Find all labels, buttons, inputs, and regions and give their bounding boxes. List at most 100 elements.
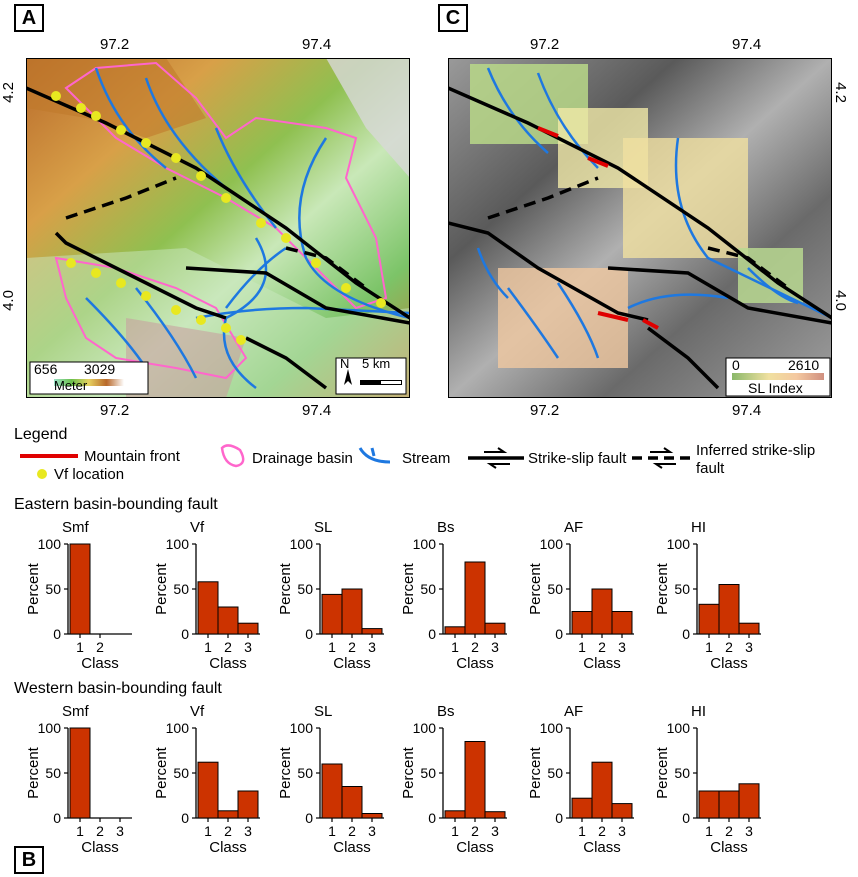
x-tick-label: 2	[471, 823, 479, 839]
x-axis-label: Class	[81, 655, 119, 672]
x-tick-label: 2	[598, 823, 606, 839]
y-tick-label: 100	[38, 720, 62, 736]
y-tick-label: 50	[547, 581, 563, 597]
x-tick-label: 1	[204, 639, 212, 655]
bar	[361, 628, 383, 635]
x-axis-label: Class	[456, 655, 494, 672]
elev-max-label: 3029	[84, 361, 116, 377]
x-tick-label: 3	[244, 639, 252, 655]
bar	[444, 626, 466, 635]
chart-title: HI	[691, 703, 706, 720]
legend-inferred-line1: Inferred strike-slip	[696, 442, 816, 459]
map-c-top-tick-2: 97.4	[732, 36, 762, 53]
y-tick-label: 100	[290, 536, 314, 552]
bar	[591, 588, 613, 635]
chart-title: AF	[564, 519, 583, 536]
y-tick-label: 100	[540, 720, 564, 736]
x-tick-label: 2	[96, 639, 104, 655]
y-tick-label: 0	[53, 626, 61, 642]
x-axis-label: Class	[209, 655, 247, 672]
map-a-top-tick-1: 97.2	[100, 36, 130, 53]
y-tick-label: 0	[305, 626, 313, 642]
north-arrow-label: N	[340, 356, 350, 371]
y-tick-label: 100	[540, 536, 564, 552]
x-tick-label: 1	[328, 639, 336, 655]
drainage-basin-symbol	[220, 444, 245, 468]
bar	[217, 810, 239, 819]
map-c-bottom-tick-2: 97.4	[732, 402, 762, 419]
y-tick-label: 50	[173, 581, 189, 597]
y-tick-label: 100	[166, 536, 190, 552]
x-tick-label: 2	[96, 823, 104, 839]
y-tick-label: 100	[413, 720, 437, 736]
bar	[321, 593, 343, 635]
x-axis-label: Class	[333, 839, 371, 856]
x-tick-label: 1	[705, 639, 713, 655]
map-c-bottom-tick-1: 97.2	[530, 402, 560, 419]
x-tick-label: 1	[76, 639, 84, 655]
bar	[341, 786, 363, 819]
x-tick-label: 3	[244, 823, 252, 839]
x-tick-label: 2	[224, 823, 232, 839]
legend-drainage-basin: Drainage basin	[252, 450, 353, 467]
bar	[444, 810, 466, 819]
x-tick-label: 1	[578, 823, 586, 839]
y-axis-label: Percent	[654, 746, 671, 799]
chart-title: Smf	[62, 519, 90, 536]
map-c	[448, 58, 832, 398]
y-tick-label: 50	[173, 765, 189, 781]
bar	[361, 813, 383, 819]
x-tick-label: 3	[618, 823, 626, 839]
bar	[718, 790, 740, 819]
x-tick-label: 3	[368, 639, 376, 655]
chart-title: SL	[314, 519, 332, 536]
y-axis-label: Percent	[25, 746, 42, 799]
bar	[237, 622, 259, 635]
panel-label-c: C	[438, 4, 468, 32]
bar	[197, 581, 219, 635]
x-tick-label: 1	[578, 639, 586, 655]
x-tick-label: 3	[116, 823, 124, 839]
bar	[464, 741, 486, 819]
x-axis-label: Class	[209, 839, 247, 856]
x-axis-label: Class	[81, 839, 119, 856]
map-a-top-tick-2: 97.4	[302, 36, 332, 53]
map-a-bottom-tick-2: 97.4	[302, 402, 332, 419]
x-tick-label: 3	[745, 823, 753, 839]
x-tick-label: 1	[328, 823, 336, 839]
bar	[571, 797, 593, 819]
eastern-group-title: Eastern basin-bounding fault	[14, 496, 218, 513]
chart-title: Bs	[437, 703, 455, 720]
bar	[611, 611, 633, 635]
y-tick-label: 50	[45, 581, 61, 597]
y-tick-label: 100	[290, 720, 314, 736]
bar	[738, 783, 760, 819]
y-axis-label: Percent	[527, 746, 544, 799]
map-a	[26, 58, 410, 398]
y-axis-label: Percent	[400, 746, 417, 799]
bar	[738, 622, 760, 635]
y-tick-label: 100	[38, 536, 62, 552]
y-tick-label: 50	[45, 765, 61, 781]
elev-unit-label: Meter	[54, 378, 88, 393]
legend-vf-location: Vf location	[54, 466, 125, 483]
bar	[69, 543, 91, 635]
x-tick-label: 1	[451, 639, 459, 655]
x-tick-label: 2	[725, 639, 733, 655]
sl-max-label: 2610	[788, 357, 820, 373]
x-tick-label: 2	[348, 639, 356, 655]
x-tick-label: 1	[705, 823, 713, 839]
legend-stream: Stream	[402, 450, 451, 467]
x-tick-label: 1	[204, 823, 212, 839]
bar	[484, 811, 506, 819]
panel-label-a: A	[14, 4, 44, 32]
y-tick-label: 50	[420, 581, 436, 597]
y-tick-label: 0	[428, 810, 436, 826]
scale-bar-label: 5 km	[362, 356, 391, 371]
sl-title-label: SL Index	[748, 380, 803, 396]
x-axis-label: Class	[456, 839, 494, 856]
y-tick-label: 50	[674, 765, 690, 781]
strike-slip-symbol	[468, 447, 524, 469]
western-group-title: Western basin-bounding fault	[14, 680, 222, 697]
